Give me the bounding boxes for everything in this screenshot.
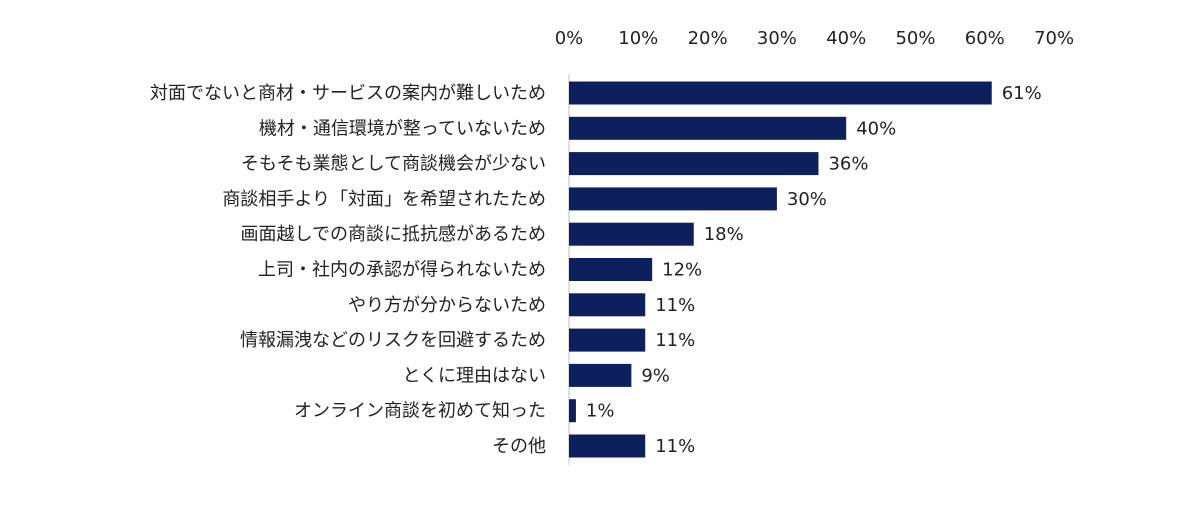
bars: [569, 81, 992, 458]
bar: [569, 81, 992, 105]
x-tick-label: 50%: [895, 28, 935, 49]
category-labels: 対面でないと商材・サービスの案内が難しいため機材・通信環境が整っていないためそも…: [150, 83, 546, 457]
data-label: 36%: [828, 154, 868, 175]
x-tick-label: 30%: [757, 28, 797, 49]
category-label: オンライン商談を初めて知った: [294, 401, 546, 422]
data-label: 30%: [787, 189, 827, 210]
x-tick-label: 60%: [965, 28, 1005, 49]
bar: [569, 152, 819, 176]
bar: [569, 116, 847, 140]
category-label: 上司・社内の承認が得られないため: [258, 260, 546, 281]
data-label: 11%: [655, 330, 695, 351]
bar: [569, 187, 777, 211]
x-tick-label: 70%: [1034, 28, 1074, 49]
category-label: 商談相手より「対面」を希望されたため: [222, 189, 546, 210]
x-axis-ticks: 0% 10% 20% 30% 40% 50% 60% 70%: [555, 28, 1074, 49]
data-label: 9%: [641, 365, 670, 386]
bar: [569, 434, 646, 458]
bar: [569, 293, 646, 317]
bar: [569, 222, 694, 246]
bar: [569, 258, 653, 281]
bar: [569, 399, 576, 423]
x-tick-label: 20%: [688, 28, 728, 49]
data-label: 1%: [586, 401, 615, 422]
data-label: 61%: [1002, 83, 1042, 104]
category-label: 機材・通信環境が整っていないため: [259, 118, 546, 139]
category-label: その他: [492, 436, 546, 457]
data-label: 11%: [655, 295, 695, 316]
bar: [569, 363, 632, 387]
data-label: 12%: [662, 260, 702, 281]
data-label: 18%: [704, 224, 744, 245]
category-label: そもそも業態として商談機会が少ない: [241, 154, 546, 175]
x-tick-label: 0%: [555, 28, 584, 49]
category-label: 画面越しでの商談に抵抗感があるため: [241, 224, 546, 245]
category-label: 情報漏洩などのリスクを回避するため: [240, 330, 546, 351]
category-label: 対面でないと商材・サービスの案内が難しいため: [150, 83, 546, 104]
x-tick-label: 10%: [618, 28, 658, 49]
data-label: 40%: [856, 118, 896, 139]
bar: [569, 328, 646, 352]
category-label: やり方が分からないため: [348, 295, 546, 316]
data-labels: 61% 40% 36%30% 18%12% 11% 11% 9% 1% 11%: [586, 83, 1042, 457]
x-tick-label: 40%: [826, 28, 866, 49]
data-label: 11%: [655, 436, 695, 457]
category-label: とくに理由はない: [403, 365, 546, 386]
